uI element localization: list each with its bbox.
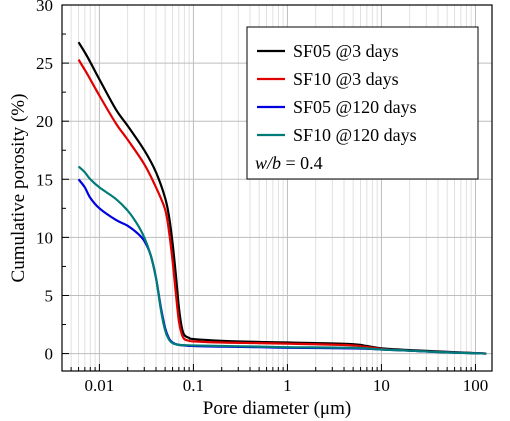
y-tick-label: 15 <box>36 170 53 189</box>
y-tick-labels: 0 5 10 15 20 25 30 <box>36 0 53 364</box>
legend-label: SF10 @3 days <box>293 69 399 89</box>
x-tick-labels: 0.01 0.1 1 10 100 <box>85 376 489 395</box>
x-axis-title: Pore diameter (μm) <box>203 398 351 419</box>
plot-frame <box>61 4 493 372</box>
legend-box <box>246 26 479 180</box>
x-tick-label: 10 <box>373 376 390 395</box>
series-lines <box>77 41 487 355</box>
y-tick-label: 30 <box>36 0 53 15</box>
series-line-4 <box>77 165 487 355</box>
y-tick-label: 25 <box>36 54 53 73</box>
legend-annotation: w/b = 0.4 <box>255 153 323 173</box>
legend-label: SF10 @120 days <box>293 125 417 145</box>
y-tick-label: 20 <box>36 112 53 131</box>
legend-label: SF05 @120 days <box>293 97 417 117</box>
axis-ticks <box>61 4 476 371</box>
legend: SF05 @3 days SF10 @3 days SF05 @120 days SF… <box>246 26 479 180</box>
y-tick-label: 5 <box>45 286 54 305</box>
legend-label: SF05 @3 days <box>293 41 399 61</box>
x-tick-label: 0.1 <box>183 376 204 395</box>
x-tick-label: 0.01 <box>85 376 115 395</box>
series-line-2 <box>77 59 487 355</box>
y-tick-label: 0 <box>45 345 54 364</box>
y-axis-title: Cumulative porosity (%) <box>8 94 29 283</box>
x-tick-label: 1 <box>283 376 292 395</box>
x-tick-label: 100 <box>463 376 489 395</box>
series-line-3 <box>77 178 487 355</box>
y-tick-label: 10 <box>36 228 53 247</box>
